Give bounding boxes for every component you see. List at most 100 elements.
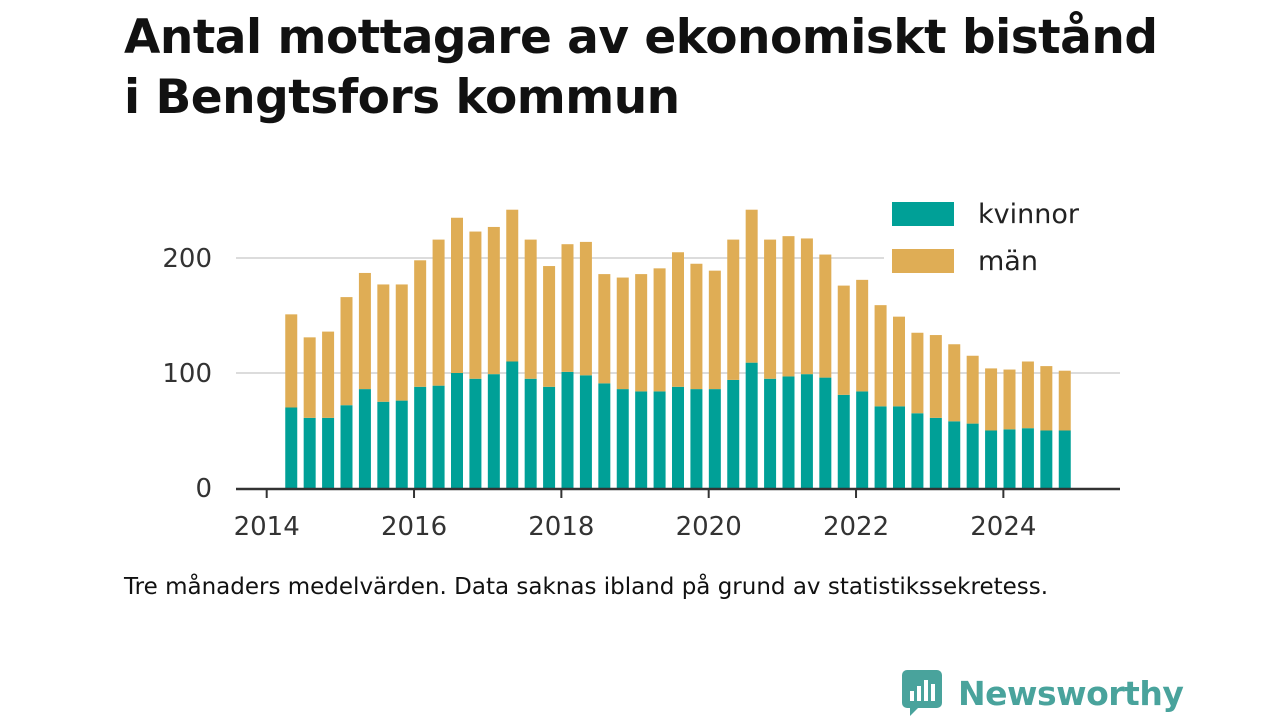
legend-swatch-kvinnor	[892, 202, 954, 226]
x-tick-label: 2024	[970, 512, 1036, 542]
bar-man	[358, 272, 371, 390]
bar-kvinnor	[708, 389, 721, 488]
bar-man	[322, 331, 335, 418]
bar-kvinnor	[1058, 430, 1071, 488]
bar-kvinnor	[874, 406, 887, 488]
bar-kvinnor	[966, 423, 979, 488]
bar-kvinnor	[1040, 430, 1053, 488]
chart-title-line-2: i Bengtsfors kommun	[124, 70, 680, 125]
bar-man	[745, 209, 758, 363]
bar-kvinnor	[598, 383, 611, 488]
bar-man	[764, 239, 777, 379]
bar-man	[543, 266, 556, 387]
bar-man	[1003, 369, 1016, 430]
bar-man	[395, 284, 408, 401]
bar-kvinnor	[543, 386, 556, 488]
x-tick-label: 2018	[528, 512, 594, 542]
bar-kvinnor	[469, 378, 482, 488]
bar-man	[285, 314, 298, 408]
x-tick-label: 2020	[676, 512, 742, 542]
legend-label: män	[978, 246, 1038, 277]
bar-kvinnor	[745, 362, 758, 488]
bar-man	[561, 244, 574, 372]
bar-kvinnor	[985, 430, 998, 488]
x-tick-label: 2016	[381, 512, 447, 542]
bar-man	[579, 241, 592, 376]
bar-man	[1040, 366, 1053, 431]
bar-kvinnor	[285, 407, 298, 488]
bar-kvinnor	[911, 413, 924, 488]
x-tick-label: 2014	[234, 512, 300, 542]
bar-man	[1021, 361, 1034, 429]
brand-name: Newsworthy	[958, 673, 1184, 713]
bar-man	[524, 239, 537, 379]
bar-man	[690, 263, 703, 390]
bar-man	[1058, 370, 1071, 431]
chart-title: Antal mottagare av ekonomiskt bistånd i …	[124, 8, 1204, 128]
bar-man	[414, 260, 427, 387]
bar-kvinnor	[929, 417, 942, 488]
bar-man	[800, 238, 813, 375]
legend: kvinnor män	[884, 192, 1120, 288]
bar-kvinnor	[561, 371, 574, 488]
bar-man	[727, 239, 740, 380]
bar-man	[303, 337, 316, 418]
bar-kvinnor	[782, 376, 795, 488]
bar-man	[837, 285, 850, 395]
y-axis-labels: 0 100 200	[162, 244, 212, 504]
bar-kvinnor	[506, 361, 519, 488]
bar-kvinnor	[616, 389, 629, 488]
bar-kvinnor	[451, 373, 463, 488]
bar-kvinnor	[653, 391, 666, 488]
bar-man	[598, 274, 611, 384]
legend-label: kvinnor	[978, 199, 1080, 230]
stacked-bar-chart: 2014 2016 2018 2020 2022 2024 0 100 200 kvinnor…	[162, 192, 1120, 542]
bar-man	[469, 231, 482, 379]
bar-man	[856, 279, 869, 392]
bar-man	[616, 277, 629, 390]
bar-kvinnor	[893, 406, 905, 488]
bars	[285, 209, 1071, 488]
bar-kvinnor	[432, 385, 445, 488]
bar-man	[893, 316, 905, 407]
bar-kvinnor	[322, 417, 335, 488]
bar-kvinnor	[1021, 428, 1034, 488]
bar-kvinnor	[690, 389, 703, 488]
bar-man	[432, 239, 445, 386]
bar-man	[672, 252, 684, 387]
bar-kvinnor	[524, 378, 537, 488]
bar-chart-speech-bubble-icon	[902, 670, 942, 716]
x-axis: 2014 2016 2018 2020 2022 2024	[234, 487, 1120, 542]
bar-man	[819, 254, 832, 378]
bar-kvinnor	[1003, 429, 1016, 488]
bar-kvinnor	[948, 421, 961, 488]
bar-man	[948, 344, 961, 422]
x-tick-label: 2022	[823, 512, 889, 542]
bar-man	[966, 355, 979, 424]
bar-kvinnor	[856, 391, 869, 488]
bar-man	[874, 305, 887, 407]
bar-man	[782, 236, 795, 377]
bar-man	[635, 274, 648, 392]
y-tick-label: 0	[195, 474, 212, 504]
bar-man	[653, 268, 666, 392]
bar-kvinnor	[800, 374, 813, 488]
bar-kvinnor	[487, 374, 500, 488]
bar-kvinnor	[837, 394, 850, 488]
brand-logo: Newsworthy	[902, 668, 1184, 718]
bar-kvinnor	[303, 417, 316, 488]
bar-man	[985, 368, 998, 431]
bar-man	[487, 226, 500, 375]
bar-man	[340, 297, 353, 406]
bar-kvinnor	[819, 377, 832, 488]
bar-kvinnor	[579, 375, 592, 488]
chart-caption: Tre månaders medelvärden. Data saknas ib…	[124, 574, 1049, 600]
bar-kvinnor	[340, 405, 353, 488]
bar-kvinnor	[358, 389, 371, 488]
bar-kvinnor	[727, 379, 740, 488]
bar-man	[377, 284, 390, 402]
bar-kvinnor	[635, 391, 648, 488]
bar-kvinnor	[377, 401, 390, 488]
legend-swatch-man	[892, 249, 954, 273]
bar-kvinnor	[395, 400, 408, 488]
